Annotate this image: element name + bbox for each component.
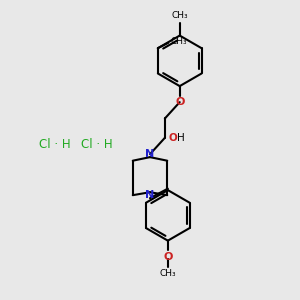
Text: CH₃: CH₃ xyxy=(170,37,187,46)
Text: Cl · H: Cl · H xyxy=(39,138,71,151)
Text: N: N xyxy=(146,190,154,200)
Text: CH₃: CH₃ xyxy=(160,269,176,278)
Text: Cl · H: Cl · H xyxy=(81,138,112,151)
Text: H: H xyxy=(177,133,185,143)
Text: CH₃: CH₃ xyxy=(171,11,188,20)
Text: O: O xyxy=(175,97,184,106)
Text: O: O xyxy=(163,252,172,262)
Text: N: N xyxy=(146,149,154,159)
Text: O: O xyxy=(168,133,177,143)
